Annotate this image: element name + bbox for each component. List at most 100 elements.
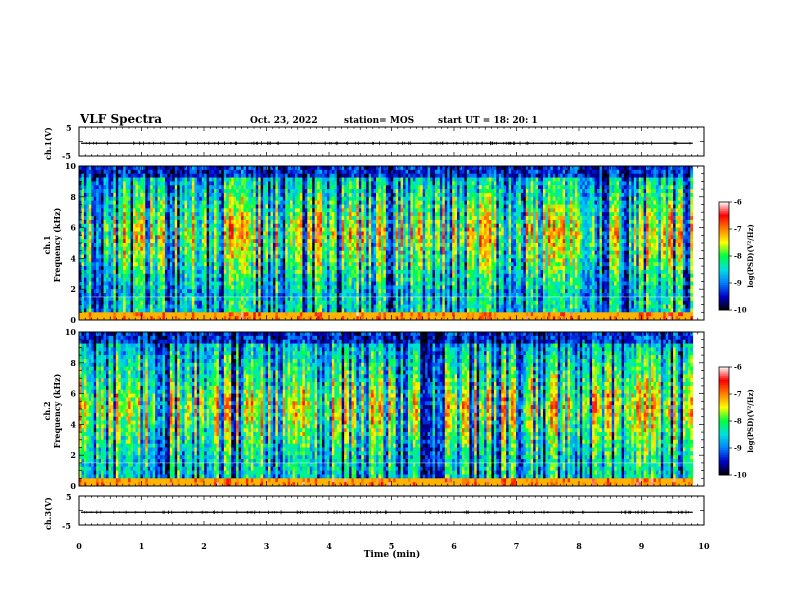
ch1-spectrogram-cell <box>130 285 134 290</box>
ch1-spectrogram-cell <box>341 254 345 259</box>
ch1-spectrogram-cell <box>194 281 198 286</box>
ch1-spectrogram-cell <box>290 192 293 198</box>
ch1-spectrogram-cell <box>140 208 144 213</box>
ch1-spectrogram-cell <box>238 231 242 236</box>
ch1-spectrogram-cell <box>280 204 284 209</box>
ch1-spectrogram-cell <box>160 293 163 298</box>
ch1-spectrogram-cell <box>356 227 360 232</box>
ch1-spectrogram-cell <box>250 266 254 271</box>
ch1-spectrogram-cell <box>201 308 205 313</box>
ch1-spectrogram-cell <box>282 258 286 263</box>
ch1-spectrogram-cell <box>103 200 107 205</box>
ch1-spectrogram-cell <box>145 227 149 232</box>
ch1-spectrogram-cell <box>285 208 289 213</box>
ch1-spectrogram-cell <box>216 189 220 194</box>
ch1-spectrogram-cell <box>270 219 274 225</box>
ch1-spectrogram-cell <box>260 196 264 201</box>
ch1-spectrogram-cell <box>231 185 235 190</box>
ch1-spectrogram-cell <box>204 173 208 178</box>
ch1-spectrogram-cell <box>304 293 308 298</box>
ch1-spectrogram-cell <box>101 262 104 267</box>
ch1-spectrogram-cell <box>228 281 232 286</box>
ch1-spectrogram-cell <box>96 235 99 240</box>
ch1-spectrogram-cell <box>162 269 166 275</box>
ch1-spectrogram-cell <box>169 177 173 182</box>
ch1-spectrogram-cell <box>236 250 239 255</box>
ch1-spectrogram-cell <box>314 231 318 236</box>
ch1-spectrogram-cell <box>182 181 185 186</box>
ch1-spectrogram-cell <box>214 312 217 317</box>
ch1-spectrogram-cell <box>137 277 141 282</box>
ch1-spectrogram-cell <box>255 239 259 244</box>
ch1-spectrogram-cell <box>206 216 210 221</box>
ch1-spectrogram-cell <box>346 192 350 198</box>
ch1-spectrogram-cell <box>106 254 109 259</box>
ch1-spectrogram-cell <box>152 285 156 290</box>
ch1-spectrogram-cell <box>238 312 242 317</box>
ch1-spectrogram-cell <box>196 269 200 275</box>
ch1-spectrogram-cell <box>162 216 166 221</box>
ch1-spectrogram-cell <box>196 185 200 190</box>
ch1-spectrogram-cell <box>130 316 134 321</box>
ch1-spectrogram-cell <box>155 169 158 175</box>
ch1-spectrogram-cell <box>250 273 254 278</box>
ch1-spectrogram-cell <box>236 169 239 175</box>
ch1-spectrogram-cell <box>125 177 129 182</box>
ch1-spectrogram-cell <box>265 246 269 252</box>
ch1-spectrogram-cell <box>147 216 151 221</box>
ch1-spectrogram-cell <box>299 223 303 228</box>
ch1-spectrogram-cell <box>346 204 350 209</box>
ch1-spectrogram-cell <box>295 269 298 275</box>
ch1-spectrogram-cell <box>174 312 178 317</box>
ch1-spectrogram-cell <box>174 258 178 263</box>
ch1-spectrogram-cell <box>243 196 247 201</box>
ch1-spectrogram-cell <box>218 289 222 294</box>
ch1-spectrogram-cell <box>223 231 227 236</box>
ch1-spectrogram-cell <box>189 200 193 205</box>
ch1-spectrogram-cell <box>236 219 239 225</box>
ch1-spectrogram-cell <box>253 169 257 175</box>
ch1-spectrogram-cell <box>314 289 318 294</box>
ch1-spectrogram-cell <box>314 281 318 286</box>
ch1-spectrogram-cell <box>118 254 122 259</box>
ch1-spectrogram-cell <box>339 189 343 194</box>
ch1-spectrogram-cell <box>164 243 168 248</box>
ch1-spectrogram-cell <box>290 308 293 313</box>
ch1-spectrogram-cell <box>177 293 181 298</box>
ch1-spectrogram-cell <box>292 277 296 282</box>
ch1-spectrogram-cell <box>331 296 335 302</box>
ch1-spectrogram-cell <box>115 189 119 194</box>
ch1-spectrogram-cell <box>290 254 293 259</box>
ch1-spectrogram-cell <box>83 216 87 221</box>
ch1-spectrogram-cell <box>231 254 235 259</box>
ch1-spectrogram-cell <box>206 285 210 290</box>
ch1-spectrogram-cell <box>162 204 166 209</box>
ch1-spectrogram-cell <box>147 169 151 175</box>
ch1-spectrogram-cell <box>268 192 271 198</box>
ch1-spectrogram-cell <box>236 304 239 309</box>
ch1-spectrogram-cell <box>93 219 97 225</box>
ch1-spectrogram-cell <box>194 312 198 317</box>
ch1-spectrogram-cell <box>236 185 239 190</box>
ch1-spectrogram-cell <box>241 262 244 267</box>
ch1-spectrogram-cell <box>331 239 335 244</box>
ch1-spectrogram-cell <box>162 169 166 175</box>
ch1-spectrogram-cell <box>299 181 303 186</box>
ch1-spectrogram-cell <box>319 300 323 305</box>
ch1-spectrogram-cell <box>346 169 350 175</box>
ch1-spectrogram-cell <box>110 300 114 305</box>
ch1-spectrogram-cell <box>319 250 323 255</box>
ch1-spectrogram-cell <box>307 227 311 232</box>
ch1-spectrogram-cell <box>93 250 97 255</box>
ch1-spectrogram-cell <box>287 269 291 275</box>
ch1-spectrogram-cell <box>101 227 104 232</box>
ch1-spectrogram-cell <box>312 316 316 321</box>
ch1-spectrogram-cell <box>226 212 230 217</box>
ch1-spectrogram-cell <box>287 304 291 309</box>
ch1-spectrogram-cell <box>145 273 149 278</box>
ch1-spectrogram-cell <box>187 258 190 263</box>
ch1-spectrogram-cell <box>243 235 247 240</box>
ch1-spectrogram-cell <box>241 281 244 286</box>
ch1-spectrogram-cell <box>349 200 352 205</box>
ch1-spectrogram-cell <box>275 216 279 221</box>
